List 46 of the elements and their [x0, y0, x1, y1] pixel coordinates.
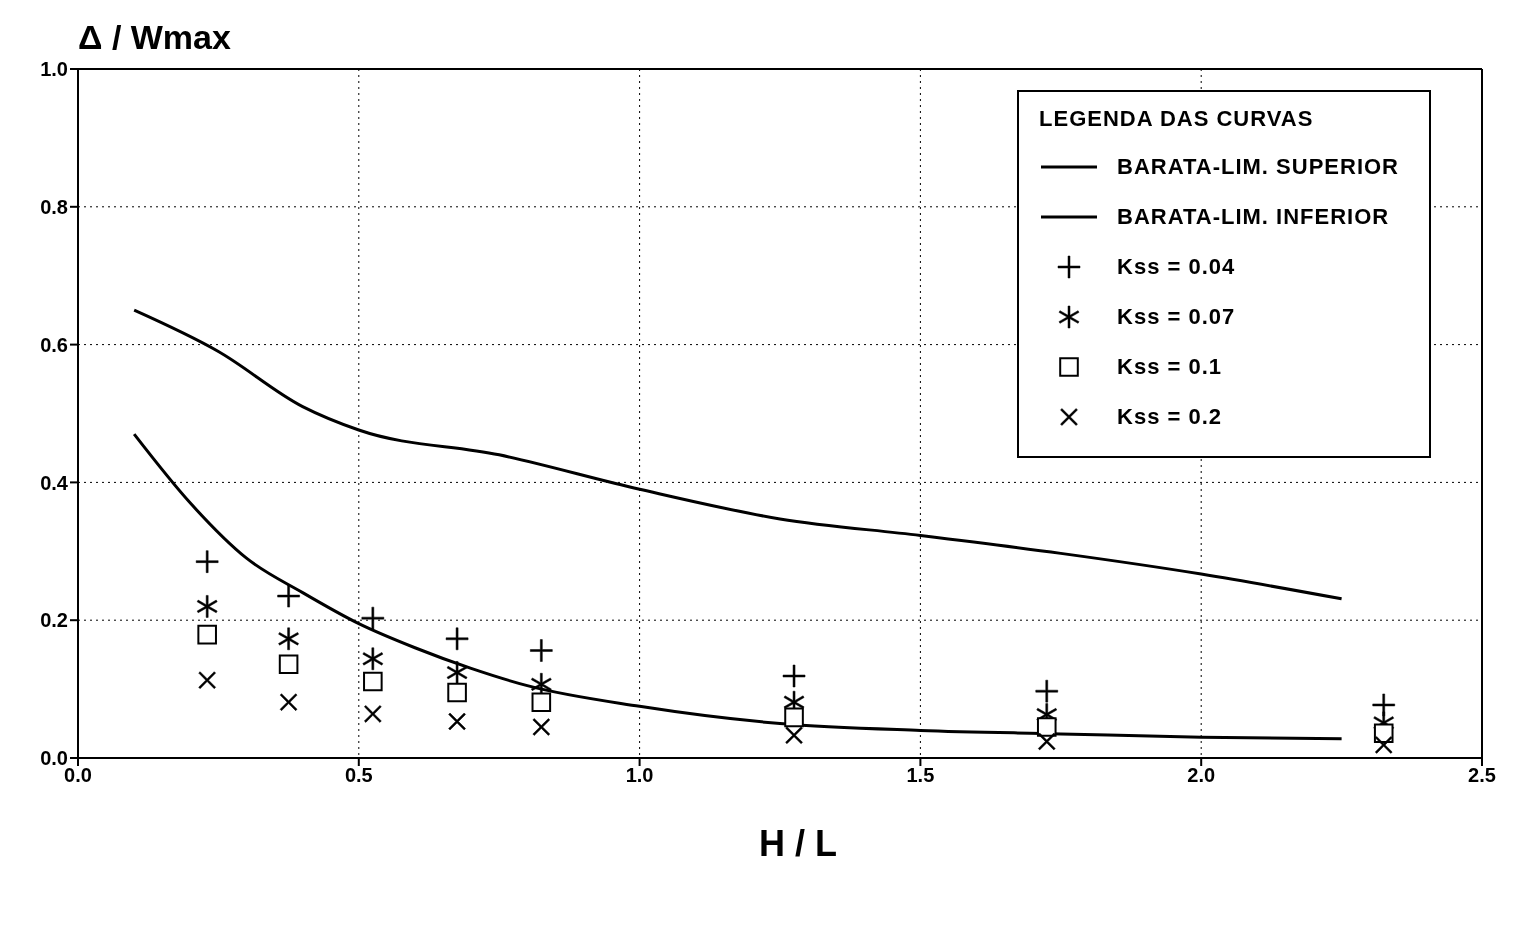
y-tick-label: 0.2 [40, 609, 68, 632]
point [447, 682, 467, 703]
legend-title: LEGENDA DAS CURVAS [1039, 106, 1315, 132]
y-axis-title: Δ / Wmax [78, 18, 231, 57]
point [364, 705, 382, 723]
point [445, 627, 469, 651]
x-tick-label: 0.5 [344, 764, 373, 787]
point [196, 595, 218, 618]
x-tick-label: 0.0 [64, 764, 92, 787]
point [1035, 679, 1059, 703]
point [278, 654, 299, 675]
point [784, 707, 804, 728]
legend-label: BARATA-LIM. INFERIOR [1117, 204, 1390, 230]
legend-label: BARATA-LIM. SUPERIOR [1117, 154, 1399, 180]
point [448, 712, 466, 731]
point [446, 661, 468, 684]
point [362, 647, 384, 671]
y-tick-label: 1.0 [40, 58, 68, 81]
x-tick-label: 2.0 [1187, 764, 1216, 787]
x-tick-label: 1.5 [906, 764, 935, 787]
legend-label: Kss = 0.07 [1117, 304, 1236, 330]
point [782, 664, 806, 688]
point [1036, 717, 1057, 737]
point [195, 550, 219, 573]
y-tick-label: 0.8 [40, 195, 68, 218]
point [198, 671, 216, 689]
point [279, 693, 298, 711]
point [530, 639, 553, 662]
x-tick-label: 2.5 [1468, 764, 1496, 787]
point [277, 584, 300, 608]
y-tick-label: 0.6 [40, 333, 68, 356]
point [363, 671, 383, 692]
point [361, 606, 385, 630]
x-tick-label: 1.0 [625, 764, 654, 787]
point [1038, 732, 1056, 751]
point [531, 692, 552, 712]
point [197, 624, 217, 645]
point [278, 627, 299, 651]
legend-label: Kss = 0.2 [1117, 404, 1223, 430]
point [1374, 736, 1393, 754]
point [785, 726, 803, 744]
legend-label: Kss = 0.1 [1117, 354, 1223, 380]
y-tick-label: 0.4 [40, 471, 69, 494]
legend-label: Kss = 0.04 [1117, 254, 1236, 280]
point [532, 718, 551, 736]
x-axis-title: H / L [758, 823, 838, 865]
